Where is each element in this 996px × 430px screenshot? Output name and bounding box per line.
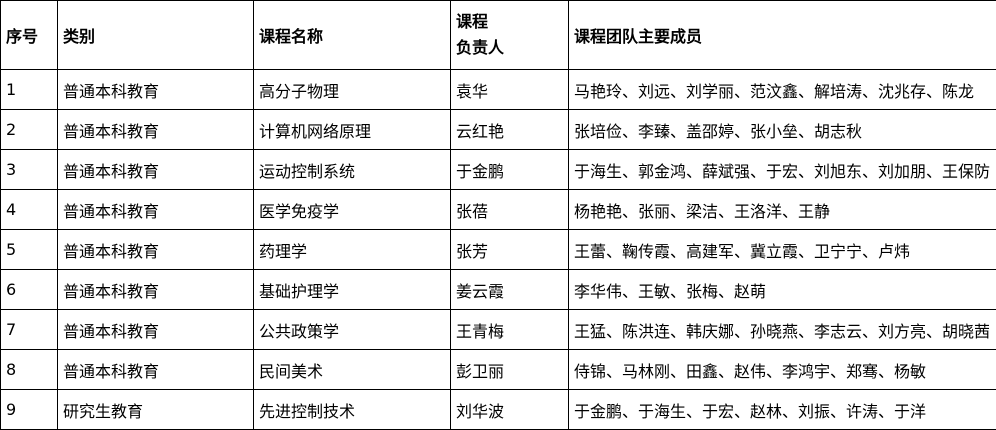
cell-team-members: 杨艳艳、张丽、梁洁、王洛洋、王静 bbox=[569, 190, 996, 230]
table-row: 3 普通本科教育 运动控制系统 于金鹏 于海生、郭金鸿、薛斌强、于宏、刘旭东、刘… bbox=[1, 150, 996, 190]
table-row: 7 普通本科教育 公共政策学 王青梅 王猛、陈洪连、韩庆娜、孙晓燕、李志云、刘方… bbox=[1, 310, 996, 350]
table-body: 1 普通本科教育 高分子物理 袁华 马艳玲、刘远、刘学丽、范汶鑫、解培涛、沈兆存… bbox=[1, 70, 996, 430]
cell-team-members: 李华伟、王敏、张梅、赵萌 bbox=[569, 270, 996, 310]
cell-course-leader: 彭卫丽 bbox=[451, 350, 569, 390]
table-row: 4 普通本科教育 医学免疫学 张蓓 杨艳艳、张丽、梁洁、王洛洋、王静 bbox=[1, 190, 996, 230]
header-row: 序号 类别 课程名称 课程 负责人 课程团队主要成员 bbox=[1, 1, 996, 70]
cell-course-leader: 刘华波 bbox=[451, 390, 569, 430]
cell-serial-number: 4 bbox=[1, 190, 58, 230]
header-serial-number: 序号 bbox=[1, 1, 58, 70]
cell-course-leader: 云红艳 bbox=[451, 110, 569, 150]
cell-serial-number: 7 bbox=[1, 310, 58, 350]
cell-serial-number: 5 bbox=[1, 230, 58, 270]
cell-course-name: 药理学 bbox=[254, 230, 451, 270]
cell-course-leader: 张蓓 bbox=[451, 190, 569, 230]
cell-course-name: 运动控制系统 bbox=[254, 150, 451, 190]
course-table-container: 序号 类别 课程名称 课程 负责人 课程团队主要成员 1 普通本科教育 高分子物… bbox=[0, 0, 996, 404]
header-course-leader-line1: 课程 bbox=[456, 9, 563, 35]
cell-course-leader: 袁华 bbox=[451, 70, 569, 110]
table-header: 序号 类别 课程名称 课程 负责人 课程团队主要成员 bbox=[1, 1, 996, 70]
cell-course-name: 医学免疫学 bbox=[254, 190, 451, 230]
cell-team-members: 于海生、郭金鸿、薛斌强、于宏、刘旭东、刘加朋、王保防 bbox=[569, 150, 996, 190]
table-row: 2 普通本科教育 计算机网络原理 云红艳 张培俭、李臻、盖邵婷、张小垒、胡志秋 bbox=[1, 110, 996, 150]
cell-category: 普通本科教育 bbox=[58, 230, 254, 270]
cell-course-leader: 于金鹏 bbox=[451, 150, 569, 190]
cell-course-leader: 王青梅 bbox=[451, 310, 569, 350]
cell-serial-number: 9 bbox=[1, 390, 58, 430]
cell-team-members: 张培俭、李臻、盖邵婷、张小垒、胡志秋 bbox=[569, 110, 996, 150]
header-team-members: 课程团队主要成员 bbox=[569, 1, 996, 70]
cell-serial-number: 2 bbox=[1, 110, 58, 150]
header-category: 类别 bbox=[58, 1, 254, 70]
cell-team-members: 王蕾、鞠传霞、高建军、冀立霞、卫宁宁、卢炜 bbox=[569, 230, 996, 270]
header-course-name: 课程名称 bbox=[254, 1, 451, 70]
cell-category: 普通本科教育 bbox=[58, 190, 254, 230]
cell-serial-number: 6 bbox=[1, 270, 58, 310]
cell-category: 普通本科教育 bbox=[58, 350, 254, 390]
cell-team-members: 于金鹏、于海生、于宏、赵林、刘振、许涛、于洋 bbox=[569, 390, 996, 430]
table-row: 9 研究生教育 先进控制技术 刘华波 于金鹏、于海生、于宏、赵林、刘振、许涛、于… bbox=[1, 390, 996, 430]
table-row: 8 普通本科教育 民间美术 彭卫丽 侍锦、马林刚、田鑫、赵伟、李鸿宇、郑骞、杨敏 bbox=[1, 350, 996, 390]
cell-category: 普通本科教育 bbox=[58, 310, 254, 350]
table-row: 6 普通本科教育 基础护理学 姜云霞 李华伟、王敏、张梅、赵萌 bbox=[1, 270, 996, 310]
header-course-leader-line2: 负责人 bbox=[456, 35, 563, 61]
cell-category: 普通本科教育 bbox=[58, 150, 254, 190]
table-row: 1 普通本科教育 高分子物理 袁华 马艳玲、刘远、刘学丽、范汶鑫、解培涛、沈兆存… bbox=[1, 70, 996, 110]
cell-category: 研究生教育 bbox=[58, 390, 254, 430]
cell-serial-number: 8 bbox=[1, 350, 58, 390]
cell-course-name: 计算机网络原理 bbox=[254, 110, 451, 150]
cell-team-members: 马艳玲、刘远、刘学丽、范汶鑫、解培涛、沈兆存、陈龙 bbox=[569, 70, 996, 110]
cell-course-leader: 姜云霞 bbox=[451, 270, 569, 310]
cell-category: 普通本科教育 bbox=[58, 110, 254, 150]
cell-team-members: 侍锦、马林刚、田鑫、赵伟、李鸿宇、郑骞、杨敏 bbox=[569, 350, 996, 390]
table-row: 5 普通本科教育 药理学 张芳 王蕾、鞠传霞、高建军、冀立霞、卫宁宁、卢炜 bbox=[1, 230, 996, 270]
cell-serial-number: 1 bbox=[1, 70, 58, 110]
cell-course-name: 民间美术 bbox=[254, 350, 451, 390]
cell-team-members: 王猛、陈洪连、韩庆娜、孙晓燕、李志云、刘方亮、胡晓茜 bbox=[569, 310, 996, 350]
cell-serial-number: 3 bbox=[1, 150, 58, 190]
cell-course-leader: 张芳 bbox=[451, 230, 569, 270]
cell-category: 普通本科教育 bbox=[58, 70, 254, 110]
cell-course-name: 公共政策学 bbox=[254, 310, 451, 350]
cell-course-name: 基础护理学 bbox=[254, 270, 451, 310]
cell-course-name: 先进控制技术 bbox=[254, 390, 451, 430]
cell-course-name: 高分子物理 bbox=[254, 70, 451, 110]
header-course-leader: 课程 负责人 bbox=[451, 1, 569, 70]
cell-category: 普通本科教育 bbox=[58, 270, 254, 310]
